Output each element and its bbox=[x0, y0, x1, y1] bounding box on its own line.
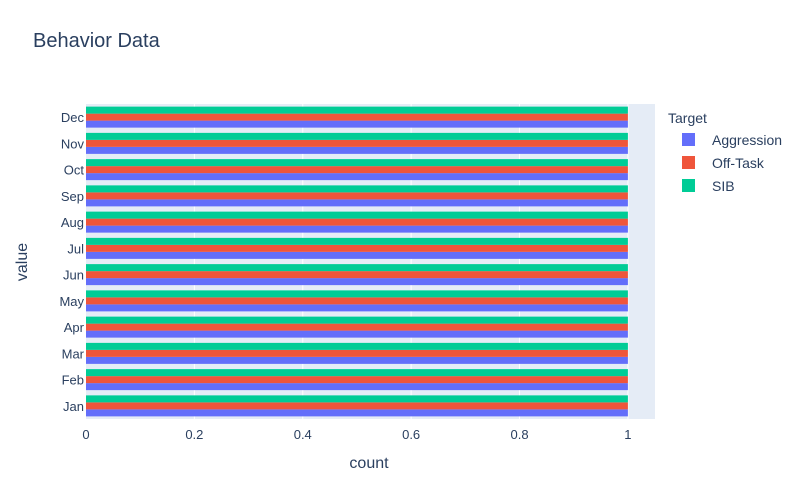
bar-sib-nov bbox=[86, 132, 628, 140]
x-tick-label: 1 bbox=[624, 427, 631, 442]
y-axis-title: value bbox=[14, 243, 31, 281]
x-tick-label: 0.2 bbox=[185, 427, 203, 442]
bar-aggression-mar bbox=[86, 356, 628, 364]
y-tick-label: Apr bbox=[64, 320, 85, 335]
y-tick-label: Oct bbox=[64, 163, 85, 178]
plot-area bbox=[86, 104, 655, 419]
bar-sib-dec bbox=[86, 106, 628, 114]
y-tick-label: Mar bbox=[62, 346, 85, 361]
y-tick-label: Jan bbox=[63, 399, 84, 414]
y-tick-label: Feb bbox=[62, 373, 84, 388]
y-tick-label: Nov bbox=[61, 136, 85, 151]
legend-item-label[interactable]: SIB bbox=[712, 178, 735, 194]
bars bbox=[86, 106, 628, 417]
bar-off-task-apr bbox=[86, 323, 628, 331]
x-tick-label: 0.4 bbox=[294, 427, 312, 442]
x-tick-label: 0 bbox=[82, 427, 89, 442]
legend-item-label[interactable]: Off-Task bbox=[712, 155, 765, 171]
legend-item-label[interactable]: Aggression bbox=[712, 132, 782, 148]
bar-aggression-jul bbox=[86, 251, 628, 259]
bar-off-task-jun bbox=[86, 271, 628, 279]
bar-off-task-may bbox=[86, 297, 628, 305]
bar-aggression-sep bbox=[86, 199, 628, 207]
legend-swatch[interactable] bbox=[682, 133, 695, 146]
legend-swatch[interactable] bbox=[682, 156, 695, 169]
bar-off-task-nov bbox=[86, 139, 628, 147]
y-tick-label: Jul bbox=[67, 241, 84, 256]
x-axis-ticks: 0 0.2 0.4 0.6 0.8 1 bbox=[82, 427, 631, 442]
bar-off-task-mar bbox=[86, 349, 628, 357]
y-tick-label: Jun bbox=[63, 268, 84, 283]
chart-title: Behavior Data bbox=[33, 30, 161, 52]
bar-sib-apr bbox=[86, 316, 628, 324]
bar-sib-mar bbox=[86, 342, 628, 350]
gridlines bbox=[193, 104, 629, 419]
bar-sib-sep bbox=[86, 185, 628, 193]
bar-aggression-dec bbox=[86, 120, 628, 128]
bar-off-task-feb bbox=[86, 376, 628, 384]
bar-off-task-oct bbox=[86, 166, 628, 174]
bar-sib-jun bbox=[86, 264, 628, 272]
bar-sib-jan bbox=[86, 395, 628, 403]
bar-aggression-apr bbox=[86, 330, 628, 338]
bar-aggression-oct bbox=[86, 173, 628, 181]
x-axis-title: count bbox=[349, 455, 389, 472]
bar-off-task-jul bbox=[86, 244, 628, 252]
bar-sib-may bbox=[86, 290, 628, 298]
legend-swatch[interactable] bbox=[682, 179, 695, 192]
y-tick-label: Aug bbox=[61, 215, 84, 230]
y-tick-label: Dec bbox=[61, 110, 85, 125]
bar-aggression-jan bbox=[86, 409, 628, 417]
bar-aggression-may bbox=[86, 304, 628, 312]
bar-aggression-aug bbox=[86, 225, 628, 233]
bar-off-task-aug bbox=[86, 218, 628, 226]
y-tick-label: Sep bbox=[61, 189, 84, 204]
bar-off-task-jan bbox=[86, 402, 628, 410]
x-tick-label: 0.6 bbox=[402, 427, 420, 442]
bar-sib-oct bbox=[86, 159, 628, 167]
bar-aggression-jun bbox=[86, 278, 628, 286]
legend-title: Target bbox=[668, 110, 707, 126]
bar-off-task-dec bbox=[86, 113, 628, 121]
bar-aggression-feb bbox=[86, 383, 628, 391]
bar-off-task-sep bbox=[86, 192, 628, 200]
y-axis-ticks: Jan Feb Mar Apr May Jun Jul Aug Sep Oct Nov Dec bbox=[59, 110, 84, 414]
bar-aggression-nov bbox=[86, 146, 628, 154]
bar-sib-aug bbox=[86, 211, 628, 219]
legend: Aggression Off-Task SIB bbox=[682, 132, 782, 194]
x-tick-label: 0.8 bbox=[510, 427, 528, 442]
bar-sib-feb bbox=[86, 369, 628, 377]
bar-sib-jul bbox=[86, 237, 628, 245]
y-tick-label: May bbox=[59, 294, 84, 309]
